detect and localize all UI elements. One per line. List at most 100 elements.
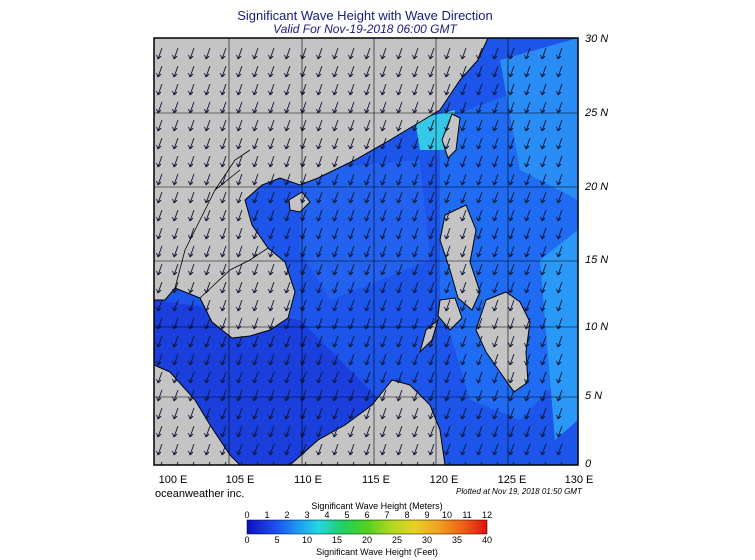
wave-arrow: [556, 101, 563, 114]
wave-arrow: [236, 299, 243, 312]
wave-arrow: [332, 191, 339, 204]
wave-arrow: [364, 281, 371, 294]
wave-arrow: [524, 425, 531, 438]
wave-arrow: [284, 101, 291, 114]
wave-arrow: [284, 443, 291, 456]
wave-arrow: [156, 443, 163, 456]
land-borneo: [289, 379, 446, 465]
wave-arrow: [316, 371, 323, 384]
wave-arrow: [204, 155, 211, 168]
wave-arrow: [188, 425, 195, 438]
wave-arrow: [428, 371, 435, 384]
wave-arrow: [412, 119, 419, 132]
wave-arrow: [252, 353, 259, 366]
wave-arrow: [156, 101, 163, 114]
wave-arrow: [204, 335, 211, 348]
wave-arrow: [460, 101, 467, 114]
wave-arrow: [284, 281, 291, 294]
wave-arrow: [412, 83, 419, 96]
wave-arrow: [460, 209, 467, 222]
feet-tick: 10: [301, 535, 313, 545]
wave-arrow: [512, 461, 515, 465]
wave-arrow: [476, 155, 483, 168]
wave-arrow: [316, 101, 323, 114]
wave-arrow: [508, 47, 515, 60]
wave-arrow: [332, 443, 339, 456]
wave-arrow: [508, 227, 515, 240]
wave-arrow: [236, 209, 243, 222]
wave-arrow: [284, 83, 291, 96]
wave-arrow: [156, 191, 163, 204]
wave-arrow: [476, 83, 483, 96]
wave-arrow: [428, 425, 435, 438]
wave-arrow: [540, 65, 547, 78]
wave-arrow: [556, 443, 563, 456]
wave-arrow: [288, 461, 291, 465]
wave-arrow: [412, 47, 419, 60]
wave-arrow: [460, 227, 467, 240]
wave-arrow: [444, 155, 451, 168]
wave-arrow: [492, 443, 499, 456]
wave-arrow: [492, 299, 499, 312]
meters-tick: 7: [384, 510, 390, 520]
wave-arrow: [220, 209, 227, 222]
lat-label-30n: 30 N: [585, 33, 609, 45]
wave-arrow: [252, 83, 259, 96]
wave-arrow: [252, 227, 259, 240]
wave-arrow: [492, 47, 499, 60]
wave-arrow: [268, 425, 275, 438]
wave-arrow: [204, 353, 211, 366]
wave-arrow: [348, 353, 355, 366]
wave-arrow: [172, 425, 179, 438]
wave-arrow: [320, 461, 323, 465]
wave-arrow: [332, 389, 339, 402]
wave-arrow: [332, 137, 339, 150]
wave-arrow: [204, 245, 211, 258]
wave-arrow: [364, 191, 371, 204]
wave-arrow: [524, 371, 531, 384]
wave-arrow: [540, 371, 547, 384]
wave-arrow: [156, 137, 163, 150]
wave-arrow: [172, 443, 179, 456]
feet-tick: 30: [421, 535, 433, 545]
wave-arrow: [316, 191, 323, 204]
wave-arrow: [348, 389, 355, 402]
wave-arrow: [188, 119, 195, 132]
wave-arrow: [316, 119, 323, 132]
wave-arrow: [476, 245, 483, 258]
wave-arrow: [540, 83, 547, 96]
wave-arrow: [444, 191, 451, 204]
wave-arrow: [364, 83, 371, 96]
wave-arrow: [492, 155, 499, 168]
wave-arrow: [556, 173, 563, 186]
wave-arrow: [556, 83, 563, 96]
wave-arrow: [476, 65, 483, 78]
wave-arrow: [284, 47, 291, 60]
wave-arrow: [540, 137, 547, 150]
wave-arrow: [204, 83, 211, 96]
wave-arrow: [364, 443, 371, 456]
wave-arrow: [428, 299, 435, 312]
wave-arrow: [380, 245, 387, 258]
wave-arrow: [428, 47, 435, 60]
wave-arrow: [188, 47, 195, 60]
wave-arrow: [428, 173, 435, 186]
wave-arrow: [428, 353, 435, 366]
wave-arrow: [396, 443, 403, 456]
wave-arrow: [220, 245, 227, 258]
wave-arrow: [524, 209, 531, 222]
wave-arrow: [252, 137, 259, 150]
wave-arrow: [412, 209, 419, 222]
lon-label-130e: 130 E: [564, 474, 594, 486]
wave-arrow: [524, 407, 531, 420]
wave-arrow: [380, 101, 387, 114]
wave-arrow: [156, 209, 163, 222]
wave-arrow: [172, 101, 179, 114]
wave-arrow: [556, 299, 563, 312]
wave-arrow: [540, 425, 547, 438]
wave-arrow: [172, 47, 179, 60]
wave-arrow: [396, 263, 403, 276]
wave-arrow: [444, 353, 451, 366]
wave-arrow: [460, 425, 467, 438]
